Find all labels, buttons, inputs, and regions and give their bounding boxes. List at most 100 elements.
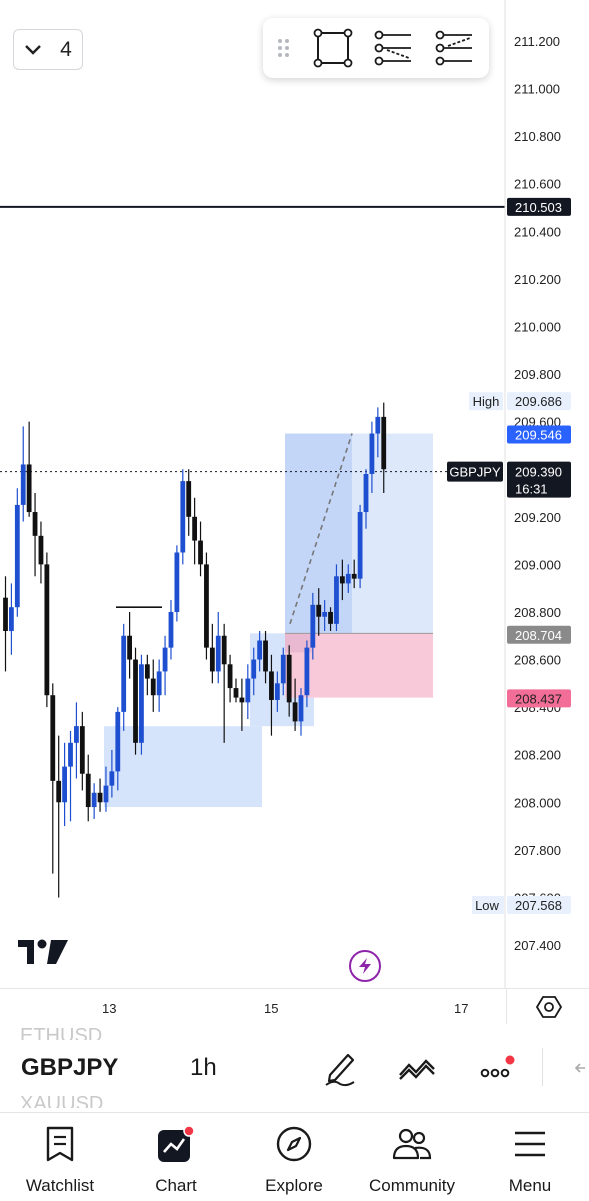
candle-body <box>221 635 227 665</box>
rectangle-icon[interactable] <box>303 18 363 78</box>
candle-body <box>97 792 103 803</box>
nav-watchlist[interactable]: Watchlist <box>14 1113 106 1201</box>
candle-body <box>351 573 357 579</box>
indicators-icon[interactable] <box>396 1046 438 1090</box>
candle-body <box>257 640 263 660</box>
low-label-bg <box>472 896 504 915</box>
symbol-bar: ETHUSD <box>0 1024 589 1112</box>
drag-handle-icon[interactable] <box>263 18 303 78</box>
candle-body <box>44 564 50 696</box>
pink-level-tag-bg <box>507 689 571 708</box>
candle-body <box>274 683 280 700</box>
high-value-tag: 209.686 <box>515 394 562 409</box>
candle-body <box>310 604 316 648</box>
price-axis-label: 208.800 <box>514 605 561 620</box>
price-axis-label: 207.800 <box>514 843 561 858</box>
candle-body <box>186 481 192 517</box>
candle-body <box>109 771 115 786</box>
price-axis-label: 207.400 <box>514 938 561 953</box>
candle-body <box>168 611 174 648</box>
tradingview-logo <box>18 936 70 971</box>
price-axis-label: 210.000 <box>514 319 561 334</box>
divider <box>542 1048 543 1086</box>
candle-body <box>263 640 268 672</box>
time-label: 13 <box>102 1001 117 1016</box>
nav-menu[interactable]: Menu <box>492 1113 568 1201</box>
settings-hex-icon[interactable] <box>506 989 589 1025</box>
candle-body <box>357 512 363 579</box>
candle-body <box>233 688 239 698</box>
candle-body <box>139 664 144 743</box>
candle-body <box>74 726 79 743</box>
lightning-icon[interactable] <box>349 950 381 982</box>
high-value-tag-bg <box>507 392 571 411</box>
candle-body <box>245 678 251 703</box>
candle-body <box>91 792 97 808</box>
price-axis-label: 208.000 <box>514 795 561 810</box>
time-label: 17 <box>454 1001 469 1016</box>
candle-body <box>328 611 333 624</box>
candle-body <box>316 604 322 617</box>
chevron-down-icon <box>25 44 42 55</box>
pink-level-tag: 208.437 <box>515 691 562 706</box>
price-axis-label: 210.200 <box>514 272 561 287</box>
chart-area[interactable]: 211.200 211.000 210.800 210.600 210.400 210.2… <box>0 0 589 1022</box>
current-symbol[interactable]: GBPJPY <box>21 1054 119 1081</box>
long-position-icon[interactable] <box>425 18 485 78</box>
candle-body <box>239 697 245 703</box>
price-axis-label: 210.400 <box>514 224 561 239</box>
blue-level-tag: 209.546 <box>515 427 562 442</box>
price-axis-label: 211.000 <box>514 82 560 97</box>
countdown-tag: 16:31 <box>515 482 548 497</box>
candle-body <box>14 504 20 608</box>
candle-body <box>334 576 339 624</box>
candle-body <box>79 726 85 774</box>
candle-body <box>32 512 38 536</box>
candle-body <box>251 659 257 679</box>
nav-chart[interactable]: Chart <box>136 1113 216 1201</box>
chart-icon <box>156 1121 196 1167</box>
candle-body <box>3 597 8 631</box>
candle-body <box>215 635 221 672</box>
price-axis-label: 210.600 <box>514 177 561 192</box>
low-value-tag: 207.568 <box>515 898 562 913</box>
compass-icon <box>275 1121 313 1167</box>
chart-canvas[interactable]: 211.200 211.000 210.800 210.600 210.400 210.2… <box>0 0 589 988</box>
interval-count-selector[interactable]: 4 <box>13 29 83 70</box>
low-label: Low <box>475 898 499 913</box>
candle-body <box>156 671 162 696</box>
short-position-icon[interactable] <box>363 18 425 78</box>
candle-body <box>133 659 138 743</box>
watchlist-icon <box>45 1121 75 1167</box>
menu-icon <box>513 1121 547 1167</box>
price-axis-label: 208.600 <box>514 653 561 668</box>
candle-body <box>286 654 292 703</box>
interval-selector[interactable]: 1h <box>190 1054 217 1081</box>
stop-zone-filled <box>285 633 313 653</box>
candle-body <box>38 535 44 565</box>
line-level-tag-bg <box>507 197 571 216</box>
candle-body <box>20 464 26 505</box>
candle-body <box>292 702 298 722</box>
candle-body <box>68 742 73 767</box>
community-icon <box>391 1121 433 1167</box>
next-symbol[interactable]: XAUUSD <box>20 1094 104 1108</box>
nav-label: Menu <box>508 1176 552 1195</box>
low-value-tag-bg <box>507 896 571 915</box>
price-axis-label: 209.200 <box>514 510 561 525</box>
more-options-icon[interactable] <box>476 1046 516 1090</box>
prev-symbol[interactable]: ETHUSD <box>20 1026 103 1040</box>
nav-explore[interactable]: Explore <box>254 1113 334 1201</box>
candle-body <box>121 635 127 712</box>
last-price-tag: 209.390 <box>515 465 562 480</box>
nav-label: Watchlist <box>25 1176 95 1195</box>
candle-body <box>369 433 375 474</box>
candle-body <box>345 573 351 584</box>
pencil-icon[interactable] <box>320 1046 360 1090</box>
nav-community[interactable]: Community <box>362 1113 462 1201</box>
time-axis[interactable]: 13 15 17 <box>0 988 589 1025</box>
drawing-toolbar <box>263 18 489 78</box>
candle-body <box>162 647 168 672</box>
symbol-tag-bg <box>447 461 503 482</box>
collapse-arrow-icon[interactable] <box>572 1046 589 1090</box>
